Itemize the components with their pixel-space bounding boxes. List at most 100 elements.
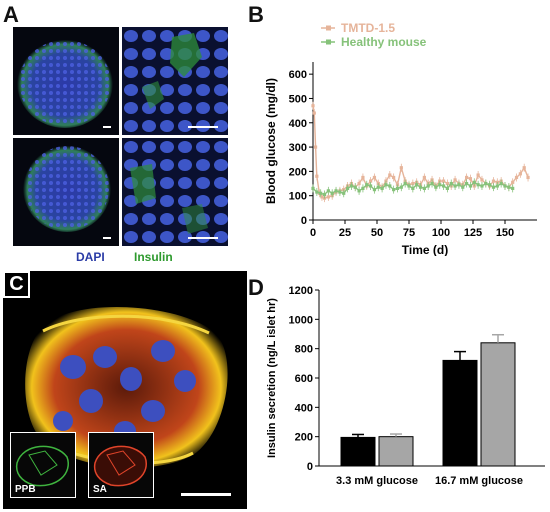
y-tick-label: 200 (289, 166, 307, 178)
inset-ppb-image (15, 445, 69, 487)
data-point (322, 192, 327, 197)
panel-c-letter-box: C (3, 271, 30, 298)
zoom-bottom-image (122, 138, 228, 246)
y-tick-label: 500 (289, 93, 307, 105)
data-point (369, 179, 373, 183)
data-point (522, 166, 526, 170)
data-point (491, 185, 496, 189)
data-point (320, 195, 324, 199)
panel-b-letter: B (248, 2, 264, 27)
panel-c-letter: C (9, 273, 24, 295)
bar (442, 359, 478, 467)
data-point (326, 195, 330, 199)
data-point (361, 175, 365, 180)
data-point (376, 185, 380, 189)
data-point (526, 175, 530, 180)
panel-a-letter: A (3, 2, 19, 27)
data-point (311, 186, 315, 190)
y-tick-label: 1000 (289, 314, 313, 326)
x-axis-label: Time (d) (402, 243, 448, 256)
inset-ppb-label: PPB (15, 484, 36, 495)
data-point (484, 181, 488, 186)
data-point (488, 183, 492, 187)
y-tick-label: 600 (295, 373, 313, 385)
data-point (357, 189, 361, 193)
data-point (518, 172, 522, 176)
data-point (312, 111, 316, 115)
data-point (430, 181, 434, 186)
data-point (372, 188, 377, 192)
x-tick-label: 25 (339, 227, 351, 239)
data-point (403, 181, 407, 186)
data-point (349, 184, 353, 188)
data-point (480, 184, 484, 188)
data-point (511, 180, 515, 184)
data-point (514, 175, 519, 180)
micrograph-islet-top (13, 27, 119, 135)
data-point (392, 188, 396, 192)
data-point (461, 185, 465, 189)
data-point (315, 174, 319, 178)
data-point (468, 184, 473, 188)
data-point (399, 166, 403, 170)
data-point (311, 104, 315, 108)
data-point (441, 184, 446, 188)
data-point (384, 183, 388, 187)
y-tick-label: 100 (289, 191, 307, 203)
legend-label: TMTD-1.5 (341, 21, 395, 35)
y-tick-label: 400 (289, 118, 307, 130)
data-point (507, 185, 511, 189)
data-point (365, 183, 369, 187)
legend-dapi: DAPI (76, 250, 105, 264)
data-point (465, 175, 469, 180)
data-point (415, 183, 419, 187)
scale-bar (103, 237, 111, 239)
data-point (372, 175, 377, 180)
islet-bottom-image (23, 144, 111, 232)
scale-bar (103, 126, 111, 128)
data-point (434, 185, 438, 189)
y-axis-label: Insulin secretion (ng/L islet hr) (266, 298, 278, 458)
data-point (468, 177, 473, 181)
legend-swatch-marker (326, 25, 331, 31)
insulin-secretion-chart: 0 200 400 600 800 1000 1200 Insulin secretion (… (266, 285, 545, 487)
data-point (495, 184, 499, 188)
x-tick-label: 150 (496, 227, 514, 239)
y-tick-label: 300 (289, 142, 307, 154)
legend-label: Healthy mouse (341, 35, 427, 49)
y-tick-label: 0 (307, 461, 313, 473)
data-point (491, 179, 496, 183)
y-tick-label: 200 (295, 432, 313, 444)
x-tick-label: 125 (464, 227, 482, 239)
data-point (453, 184, 457, 188)
inset-sa: SA (88, 432, 154, 498)
bar (378, 436, 414, 467)
data-point (392, 175, 396, 180)
data-point (326, 189, 330, 193)
data-point (438, 183, 442, 187)
data-point (411, 186, 415, 190)
x-tick-label: 100 (432, 227, 450, 239)
data-point (422, 175, 426, 180)
data-point (457, 183, 461, 187)
zoom-top-image (122, 27, 228, 135)
data-point (357, 181, 361, 186)
micrograph-zoom-bottom (122, 138, 228, 246)
islet-top-image (17, 38, 113, 128)
data-point (388, 184, 392, 188)
inset-sa-label: SA (93, 484, 107, 495)
data-point (422, 186, 426, 190)
x-tick-label: 50 (371, 227, 383, 239)
y-tick-label: 800 (295, 344, 313, 356)
scale-bar (188, 237, 218, 239)
inset-ppb: PPB (10, 432, 76, 498)
data-point (315, 190, 319, 194)
y-tick-label: 400 (295, 402, 313, 414)
bar (480, 342, 516, 467)
data-point (445, 186, 449, 190)
panel-d-letter: D (248, 275, 264, 300)
data-point (369, 184, 373, 188)
data-point (480, 178, 484, 182)
data-point (472, 180, 476, 184)
data-point (395, 186, 400, 190)
